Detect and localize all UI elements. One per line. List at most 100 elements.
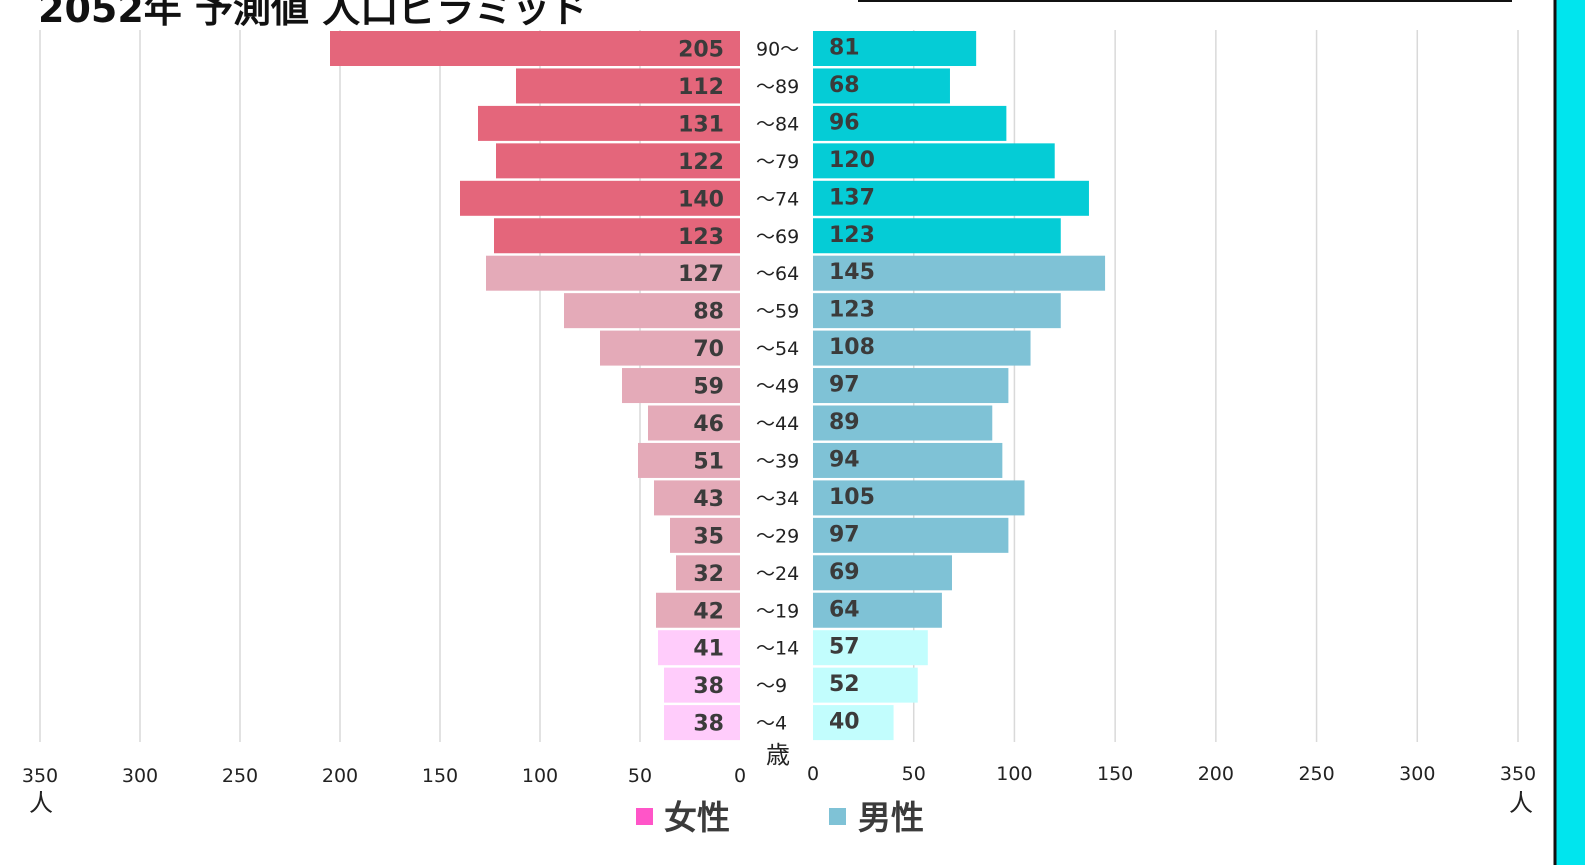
x-tick-female-0: 0 [734, 765, 746, 787]
male-value-label: 123 [829, 223, 875, 248]
female-bar [664, 705, 740, 741]
age-group-label: 〜64 [756, 263, 799, 285]
male-bar [813, 31, 977, 66]
legend-label-female: 女性 [664, 798, 730, 837]
x-tick-male-0: 0 [807, 763, 819, 785]
male-value-label: 94 [829, 447, 860, 472]
female-bar [496, 143, 740, 179]
female-bar [638, 442, 740, 478]
male-bar [813, 517, 1009, 553]
male-bar [813, 630, 928, 666]
male-bar [813, 555, 952, 591]
male-bar [813, 143, 1055, 179]
age-axis-label: 歳 [766, 741, 790, 769]
female-value-label: 38 [693, 712, 724, 737]
female-bar [494, 218, 740, 254]
legend-swatch-female [636, 808, 653, 825]
x-tick-female-150: 150 [422, 765, 458, 787]
male-value-label: 97 [829, 373, 860, 398]
female-bar [600, 330, 740, 366]
female-value-label: 70 [693, 337, 724, 362]
female-value-label: 59 [693, 375, 724, 400]
age-group-label: 〜39 [756, 450, 799, 472]
female-bar [658, 630, 740, 666]
female-value-label: 51 [693, 449, 724, 474]
female-value-label: 42 [693, 599, 724, 624]
female-value-label: 41 [693, 637, 724, 662]
age-group-label: 〜14 [756, 638, 799, 660]
x-tick-male-200: 200 [1198, 763, 1234, 785]
male-value-label: 105 [829, 485, 875, 510]
legend-swatch-male [829, 808, 846, 825]
male-bar [813, 667, 918, 703]
male-value-label: 137 [829, 185, 875, 210]
legend: 女性 男性 [636, 798, 924, 837]
female-bar [654, 480, 740, 516]
female-value-label: 122 [678, 150, 724, 175]
age-group-label: 〜19 [756, 600, 799, 622]
right-edge-accent [1555, 0, 1585, 865]
male-bar [813, 293, 1061, 329]
x-tick-male-50: 50 [902, 763, 926, 785]
x-unit-left: 人 [29, 789, 53, 817]
female-bar [622, 368, 740, 404]
x-tick-female-200: 200 [322, 765, 358, 787]
male-value-label: 57 [829, 635, 860, 660]
male-bar [813, 68, 950, 104]
x-tick-male-100: 100 [996, 763, 1032, 785]
female-value-label: 35 [693, 524, 724, 549]
age-group-label: 〜89 [756, 76, 799, 98]
x-tick-female-50: 50 [628, 765, 652, 787]
male-value-label: 81 [829, 36, 860, 61]
x-tick-female-100: 100 [522, 765, 558, 787]
age-labels: 90〜〜89 〜84 〜79 〜74 〜69 〜64 〜59 〜54 〜49 〜44 〜39 〜34 〜… [756, 39, 799, 735]
male-value-label: 52 [829, 672, 860, 697]
male-value-label: 68 [829, 73, 860, 98]
x-unit-right: 人 [1509, 789, 1533, 817]
female-value-label: 32 [693, 562, 724, 587]
x-tick-male-350: 350 [1500, 763, 1536, 785]
male-bar [813, 255, 1106, 291]
x-tick-male-300: 300 [1399, 763, 1435, 785]
female-bar [564, 293, 740, 329]
male-value-label: 108 [829, 335, 875, 360]
legend-label-male: 男性 [858, 798, 924, 837]
male-value-label: 40 [829, 710, 860, 735]
male-value-label: 64 [829, 597, 860, 622]
female-bar [486, 255, 740, 291]
male-bar [813, 218, 1061, 254]
age-group-label: 〜49 [756, 376, 799, 398]
age-group-label: 〜79 [756, 151, 799, 173]
female-value-label: 43 [693, 487, 724, 512]
age-group-label: 〜24 [756, 563, 799, 585]
female-value-label: 131 [678, 112, 724, 137]
female-bar [330, 31, 740, 66]
female-value-label: 112 [678, 75, 724, 100]
age-group-label: 〜84 [756, 113, 799, 135]
female-bar [648, 405, 740, 441]
male-bar [813, 368, 1009, 404]
age-group-label: 〜74 [756, 188, 799, 210]
female-value-label: 88 [693, 300, 724, 325]
x-ticks-male: 0 50 100 150 200 250 300 350 [807, 763, 1536, 785]
male-value-label: 123 [829, 298, 875, 323]
female-value-label: 127 [678, 262, 724, 287]
male-value-label: 89 [829, 410, 860, 435]
male-bar [813, 705, 894, 741]
female-bar [516, 68, 740, 104]
male-value-label: 145 [829, 260, 875, 285]
female-value-label: 38 [693, 674, 724, 699]
x-tick-female-250: 250 [222, 765, 258, 787]
female-bar [478, 105, 740, 141]
female-bar [460, 180, 740, 216]
x-ticks-female: 0 50 100 150 200 250 300 350 [22, 765, 746, 787]
x-tick-male-150: 150 [1097, 763, 1133, 785]
chart-title: 2052年 予測値 人口ピラミッド [38, 0, 588, 31]
male-bar [813, 330, 1031, 366]
male-bar [813, 592, 942, 628]
female-bar [676, 555, 740, 591]
female-bar [656, 592, 740, 628]
male-value-label: 69 [829, 560, 860, 585]
male-value-label: 96 [829, 110, 860, 135]
age-group-label: 〜69 [756, 226, 799, 248]
